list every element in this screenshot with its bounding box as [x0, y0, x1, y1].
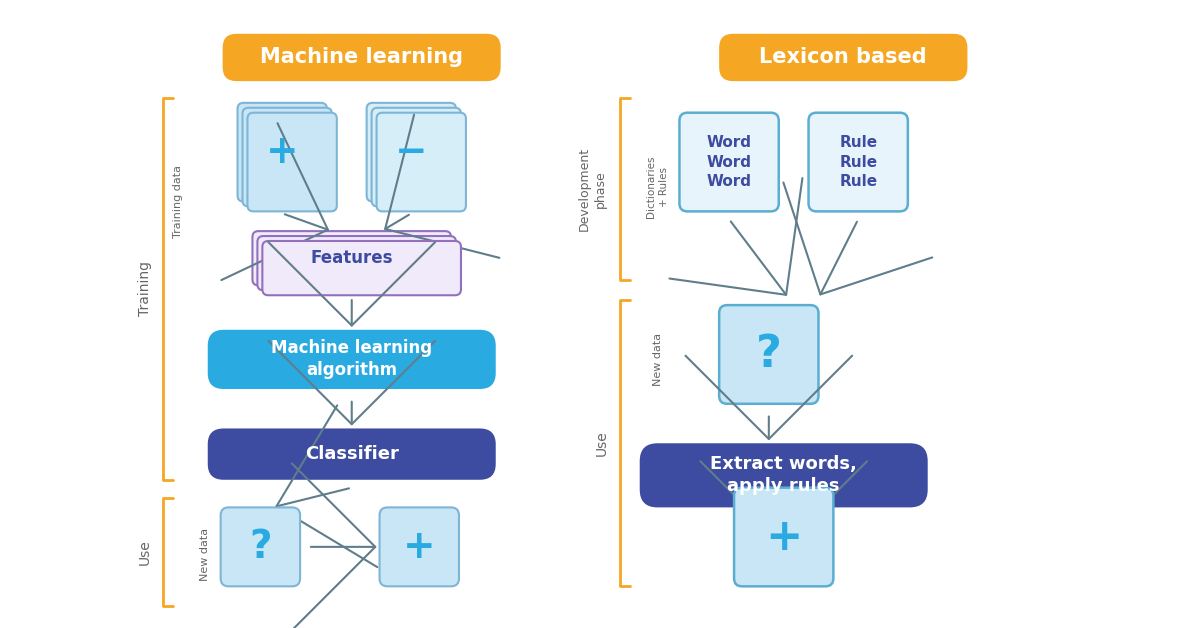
FancyBboxPatch shape	[247, 112, 337, 212]
Text: Rule
Rule
Rule: Rule Rule Rule	[839, 135, 877, 190]
FancyBboxPatch shape	[367, 103, 456, 202]
Text: Development
phase: Development phase	[577, 147, 606, 231]
FancyBboxPatch shape	[734, 488, 833, 587]
Text: Machine learning
algorithm: Machine learning algorithm	[271, 339, 432, 379]
Text: Use: Use	[138, 539, 152, 565]
Text: +: +	[266, 133, 299, 171]
FancyBboxPatch shape	[719, 34, 967, 81]
FancyBboxPatch shape	[208, 330, 496, 389]
Text: Lexicon based: Lexicon based	[760, 48, 928, 67]
Text: +: +	[766, 516, 803, 558]
Text: Training data: Training data	[173, 165, 182, 238]
Text: New data: New data	[653, 333, 662, 386]
Text: ?: ?	[756, 333, 781, 376]
FancyBboxPatch shape	[640, 443, 928, 507]
Text: Training: Training	[138, 261, 152, 317]
Text: +: +	[403, 528, 436, 566]
FancyBboxPatch shape	[809, 112, 908, 212]
FancyBboxPatch shape	[679, 112, 779, 212]
FancyBboxPatch shape	[238, 103, 326, 202]
FancyBboxPatch shape	[257, 236, 456, 290]
Text: −: −	[395, 133, 427, 171]
Text: Extract words,
apply rules: Extract words, apply rules	[710, 455, 857, 495]
Text: New data: New data	[199, 528, 210, 582]
FancyBboxPatch shape	[263, 241, 461, 295]
FancyBboxPatch shape	[223, 34, 500, 81]
Text: Dictionaries
+ Rules: Dictionaries + Rules	[647, 156, 668, 218]
FancyBboxPatch shape	[208, 428, 496, 480]
Text: Classifier: Classifier	[305, 445, 398, 463]
FancyBboxPatch shape	[377, 112, 466, 212]
FancyBboxPatch shape	[719, 305, 818, 404]
FancyBboxPatch shape	[372, 108, 461, 207]
Text: ?: ?	[250, 528, 271, 566]
Text: Features: Features	[311, 249, 392, 268]
Text: Machine learning: Machine learning	[260, 48, 463, 67]
FancyBboxPatch shape	[221, 507, 300, 587]
Text: Word
Word
Word: Word Word Word	[707, 135, 751, 190]
Text: Use: Use	[595, 430, 608, 456]
FancyBboxPatch shape	[379, 507, 458, 587]
FancyBboxPatch shape	[242, 108, 332, 207]
FancyBboxPatch shape	[252, 231, 451, 285]
